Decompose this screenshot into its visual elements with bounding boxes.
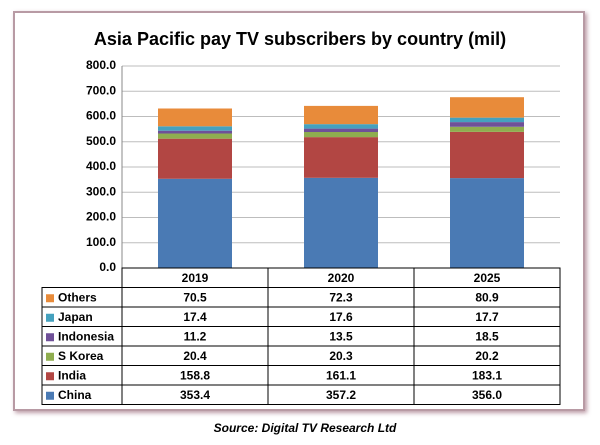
y-tick-label: 500.0 xyxy=(86,134,116,148)
y-tick-label: 0.0 xyxy=(99,260,116,274)
table-value: 20.4 xyxy=(183,349,207,363)
table-value: 161.1 xyxy=(326,368,356,382)
table-value: 72.3 xyxy=(329,290,353,304)
legend-swatch xyxy=(46,333,54,342)
bar-segment xyxy=(158,126,232,131)
legend-swatch xyxy=(46,391,54,400)
y-tick-label: 400.0 xyxy=(86,159,116,173)
table-value: 13.5 xyxy=(329,329,353,343)
table-value: 11.2 xyxy=(184,329,207,343)
x-tick-label: 2025 xyxy=(474,271,501,285)
legend-label: S Korea xyxy=(58,349,104,363)
y-tick-label: 100.0 xyxy=(86,235,116,249)
legend-swatch xyxy=(46,294,54,303)
legend-label: Japan xyxy=(58,310,93,324)
y-tick-label: 600.0 xyxy=(86,109,116,123)
legend-label: Others xyxy=(58,290,97,304)
table-value: 20.2 xyxy=(475,349,499,363)
table-value: 357.2 xyxy=(326,388,356,402)
x-tick-label: 2019 xyxy=(182,271,209,285)
bar-segment xyxy=(158,138,232,179)
y-tick-label: 300.0 xyxy=(86,184,116,198)
table-value: 20.3 xyxy=(329,349,353,363)
bar-segment xyxy=(158,108,232,127)
legend-label: India xyxy=(58,368,86,382)
bar-segment xyxy=(304,128,378,133)
y-tick-label: 200.0 xyxy=(86,210,116,224)
bar-segment xyxy=(158,178,232,268)
bar-segment xyxy=(304,124,378,129)
bar-segment xyxy=(450,178,524,268)
legend-swatch xyxy=(46,352,54,361)
table-value: 158.8 xyxy=(180,368,210,382)
table-value: 17.7 xyxy=(475,310,499,324)
table-value: 18.5 xyxy=(475,329,499,343)
bar-segment xyxy=(450,117,524,123)
table-value: 183.1 xyxy=(472,368,502,382)
bar-segment xyxy=(450,126,524,132)
legend-label: Indonesia xyxy=(58,329,114,343)
bar-segment xyxy=(158,133,232,139)
x-tick-label: 2020 xyxy=(328,271,355,285)
table-value: 17.4 xyxy=(183,310,207,324)
legend-swatch xyxy=(46,372,54,381)
bar-segment xyxy=(304,177,378,268)
bar-segment xyxy=(450,97,524,118)
bar-segment xyxy=(450,131,524,179)
source: Source: Digital TV Research Ltd xyxy=(214,421,397,435)
y-tick-label: 700.0 xyxy=(86,83,116,97)
table-value: 353.4 xyxy=(180,388,210,402)
legend-swatch xyxy=(46,313,54,322)
bar-segment xyxy=(158,130,232,134)
table-value: 70.5 xyxy=(183,290,207,304)
table-value: 80.9 xyxy=(475,290,499,304)
bar-segment xyxy=(450,122,524,127)
y-tick-label: 800.0 xyxy=(86,58,116,72)
table-value: 17.6 xyxy=(329,310,353,324)
bar-segment xyxy=(304,105,378,125)
chart-title: Asia Pacific pay TV subscribers by count… xyxy=(94,29,506,49)
table-value: 356.0 xyxy=(472,388,502,402)
legend-label: China xyxy=(58,388,92,402)
bar-segment xyxy=(304,132,378,138)
bar-segment xyxy=(304,137,378,178)
